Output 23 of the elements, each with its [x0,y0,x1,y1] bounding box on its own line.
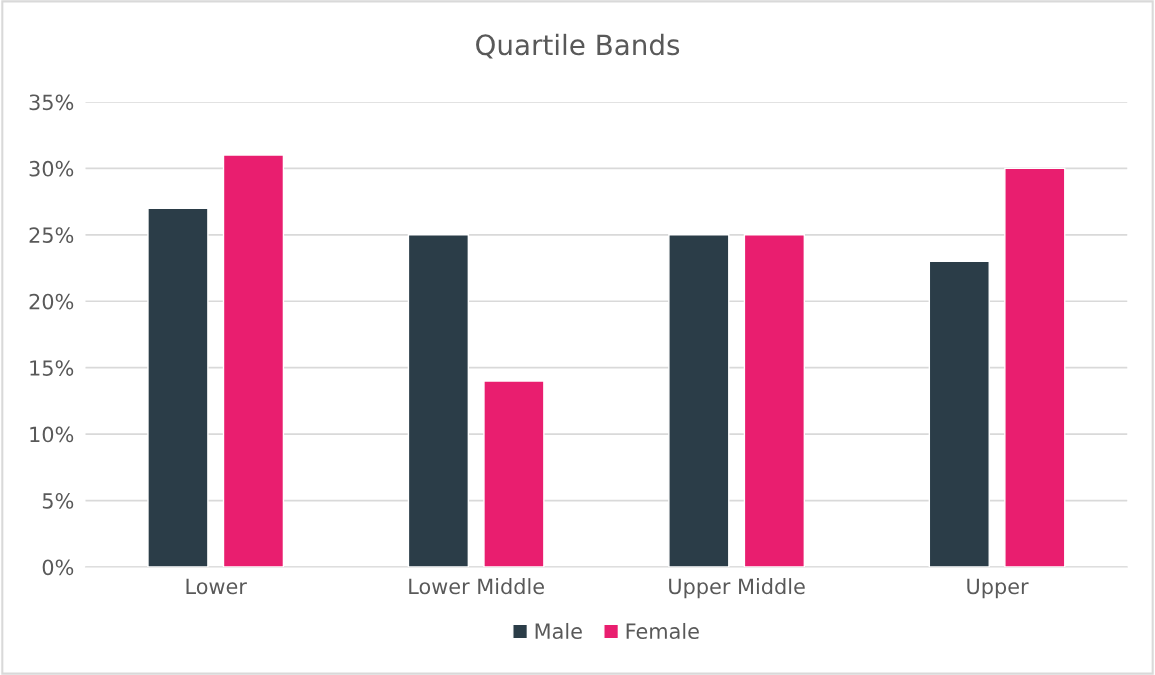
y-tick-label: 0% [42,559,74,576]
legend-label: Female [626,622,699,640]
bar [928,260,990,567]
y-tick-label: 5% [42,493,74,509]
y-tick-label: 20% [29,293,74,310]
bar [407,234,470,567]
x-tick-label: Lower [186,578,247,595]
bar [222,154,285,567]
y-tick-label: 35% [29,94,74,111]
chart-title: Quartile Bands [476,33,680,59]
y-tick-label: 10% [30,426,74,443]
bar [668,234,730,567]
bar [483,380,545,567]
y-tick-label: 30% [29,160,74,177]
x-tick-label: Upper Middle [669,578,805,599]
x-tick-label: Upper [967,578,1029,599]
legend-label: Male [535,622,582,640]
x-tick-label: Lower Middle [409,578,544,595]
bar [1004,167,1066,567]
y-tick-label: 15% [30,360,74,376]
y-tick-label: 25% [29,227,74,244]
bar [743,234,806,567]
bar [147,207,209,567]
